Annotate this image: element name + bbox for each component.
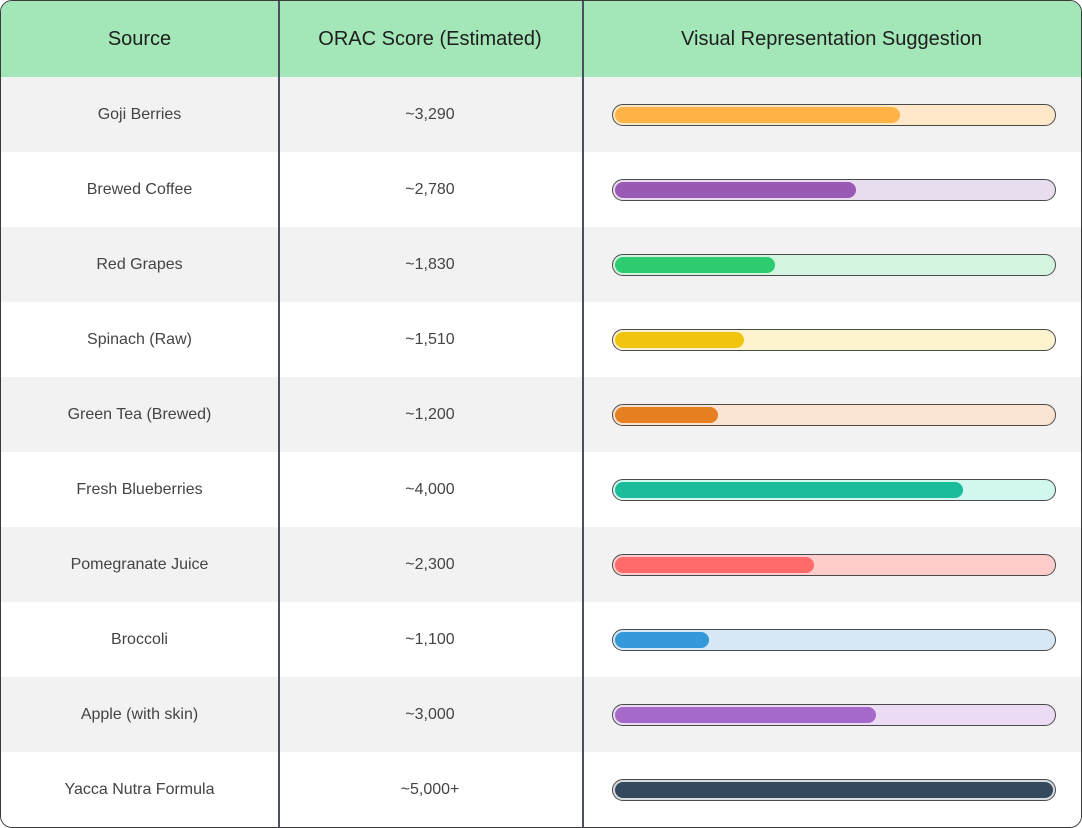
visual-cell <box>582 77 1081 152</box>
orac-score-cell: ~3,290 <box>405 105 455 123</box>
visual-cell <box>582 302 1081 377</box>
source-cell: Pomegranate Juice <box>70 555 209 573</box>
progress-bar-track <box>611 703 1056 726</box>
orac-score-cell: ~2,300 <box>405 555 455 573</box>
source-cell: Yacca Nutra Formula <box>64 780 215 798</box>
source-cell: Green Tea (Brewed) <box>67 405 212 423</box>
progress-bar-track <box>611 553 1056 576</box>
visual-cell <box>582 152 1081 227</box>
source-cell: Brewed Coffee <box>86 180 193 198</box>
progress-bar-track <box>611 253 1056 276</box>
progress-bar-track <box>611 103 1056 126</box>
table-row: Green Tea (Brewed) ~1,200 <box>1 377 1081 452</box>
progress-bar-fill <box>614 556 814 573</box>
progress-bar-track <box>611 778 1056 801</box>
table-row: Apple (with skin) ~3,000 <box>1 677 1081 752</box>
header-orac-score: ORAC Score (Estimated) <box>318 27 542 50</box>
source-cell: Fresh Blueberries <box>76 480 203 498</box>
orac-score-cell: ~1,100 <box>405 630 455 648</box>
progress-bar-fill <box>614 781 1053 798</box>
source-cell: Goji Berries <box>97 105 182 123</box>
visual-cell <box>582 452 1081 527</box>
progress-bar-fill <box>614 106 900 123</box>
source-cell: Red Grapes <box>96 255 183 273</box>
orac-score-cell: ~1,200 <box>405 405 455 423</box>
progress-bar-track <box>611 628 1056 651</box>
table-row: Broccoli ~1,100 <box>1 602 1081 677</box>
visual-cell <box>582 677 1081 752</box>
table-row: Red Grapes ~1,830 <box>1 227 1081 302</box>
progress-bar-track <box>611 478 1056 501</box>
progress-bar-fill <box>614 706 876 723</box>
table-row: Yacca Nutra Formula ~5,000+ <box>1 752 1081 827</box>
header-visual: Visual Representation Suggestion <box>681 27 982 50</box>
visual-cell <box>582 527 1081 602</box>
table-row: Fresh Blueberries ~4,000 <box>1 452 1081 527</box>
orac-score-cell: ~2,780 <box>405 180 455 198</box>
progress-bar-fill <box>614 631 709 648</box>
column-divider <box>582 1 584 827</box>
orac-score-cell: ~3,000 <box>405 705 455 723</box>
source-cell: Apple (with skin) <box>80 705 199 723</box>
column-divider <box>278 1 280 827</box>
progress-bar-fill <box>614 406 718 423</box>
visual-cell <box>582 377 1081 452</box>
orac-score-cell: ~4,000 <box>405 480 455 498</box>
header-source: Source <box>107 27 172 50</box>
orac-score-cell: ~5,000+ <box>400 780 460 798</box>
progress-bar-fill <box>614 481 963 498</box>
source-cell: Broccoli <box>111 630 168 648</box>
source-cell: Spinach (Raw) <box>87 330 192 348</box>
table-row: Spinach (Raw) ~1,510 <box>1 302 1081 377</box>
table-header: Source ORAC Score (Estimated) Visual Rep… <box>1 1 1081 77</box>
orac-score-cell: ~1,510 <box>405 330 455 348</box>
progress-bar-fill <box>614 331 744 348</box>
table-row: Brewed Coffee ~2,780 <box>1 152 1081 227</box>
visual-cell <box>582 752 1081 827</box>
progress-bar-track <box>611 328 1056 351</box>
progress-bar-track <box>611 178 1056 201</box>
progress-bar-fill <box>614 256 775 273</box>
progress-bar-fill <box>614 181 856 198</box>
visual-cell <box>582 602 1081 677</box>
progress-bar-track <box>611 403 1056 426</box>
table-row: Pomegranate Juice ~2,300 <box>1 527 1081 602</box>
visual-cell <box>582 227 1081 302</box>
table-row: Goji Berries ~3,290 <box>1 77 1081 152</box>
orac-score-cell: ~1,830 <box>405 255 455 273</box>
